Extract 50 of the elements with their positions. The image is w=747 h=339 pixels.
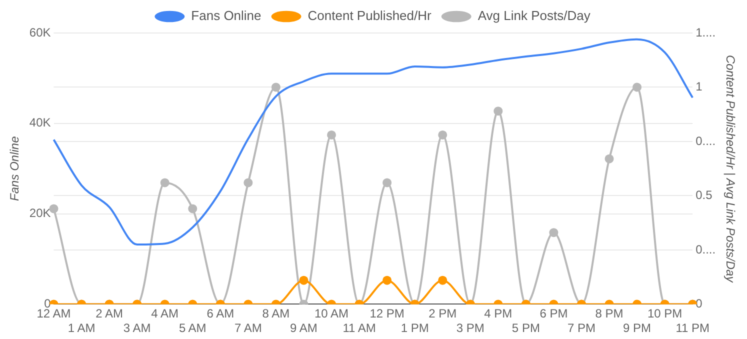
x-tick-label: 1 AM <box>68 321 96 336</box>
y-tick-label: 20K <box>29 206 51 220</box>
point <box>632 82 642 92</box>
y2-axis-title: Content Published/Hr | Avg Link Posts/Day <box>723 54 738 284</box>
x-tick-label: 6 PM <box>540 306 568 321</box>
x-tick-label: 11 AM <box>342 321 376 336</box>
x-tick-label: 9 PM <box>623 321 652 336</box>
x-tick-label: 5 PM <box>512 321 540 336</box>
point <box>494 106 503 116</box>
y2-tick-label: 0.... <box>696 242 716 256</box>
legend-label: Fans Online <box>191 8 262 24</box>
x-tick-label: 3 AM <box>123 321 151 336</box>
x-tick-label: 6 AM <box>206 306 234 321</box>
x-tick-label: 7 AM <box>234 321 262 336</box>
x-tick-label: 8 PM <box>595 306 624 321</box>
point <box>604 154 614 164</box>
y-axis-title: Fans Online <box>8 136 22 201</box>
x-tick-label: 1 PM <box>400 321 429 336</box>
x-tick-label: 10 PM <box>647 306 682 321</box>
x-tick-label: 3 PM <box>456 321 484 336</box>
point <box>549 228 558 238</box>
x-tick-label: 8 AM <box>262 306 290 321</box>
point <box>244 178 253 188</box>
point <box>271 82 280 92</box>
x-tick-label: 2 PM <box>428 306 457 321</box>
point <box>188 204 198 214</box>
point <box>438 130 448 140</box>
line-series <box>52 38 694 246</box>
point <box>327 130 336 140</box>
y-tick-label: 60K <box>29 25 51 40</box>
x-tick-label: 4 AM <box>151 306 179 321</box>
x-tick-label: 12 AM <box>36 306 71 321</box>
x-tick-label: 12 PM <box>370 306 404 321</box>
x-tick-label: 10 AM <box>314 306 349 321</box>
point <box>49 204 58 214</box>
point <box>160 178 170 188</box>
point <box>382 178 392 188</box>
x-tick-label: 4 PM <box>484 306 512 321</box>
x-tick-label: 2 AM <box>96 306 123 321</box>
y2-tick-label: 1.... <box>696 25 716 40</box>
legend-label: Content Published/Hr <box>308 8 432 24</box>
legend-label: Avg Link Posts/Day <box>478 8 591 24</box>
y2-tick-label: 1 <box>696 80 703 94</box>
x-tick-label: 7 PM <box>567 321 596 336</box>
y2-tick-label: 0.5 <box>696 188 713 202</box>
x-tick-label: 11 PM <box>676 321 710 336</box>
y2-tick-label: 0.... <box>696 134 716 148</box>
x-tick-label: 5 AM <box>178 321 206 336</box>
y-tick-label: 40K <box>29 116 51 130</box>
x-tick-label: 9 AM <box>290 321 318 336</box>
